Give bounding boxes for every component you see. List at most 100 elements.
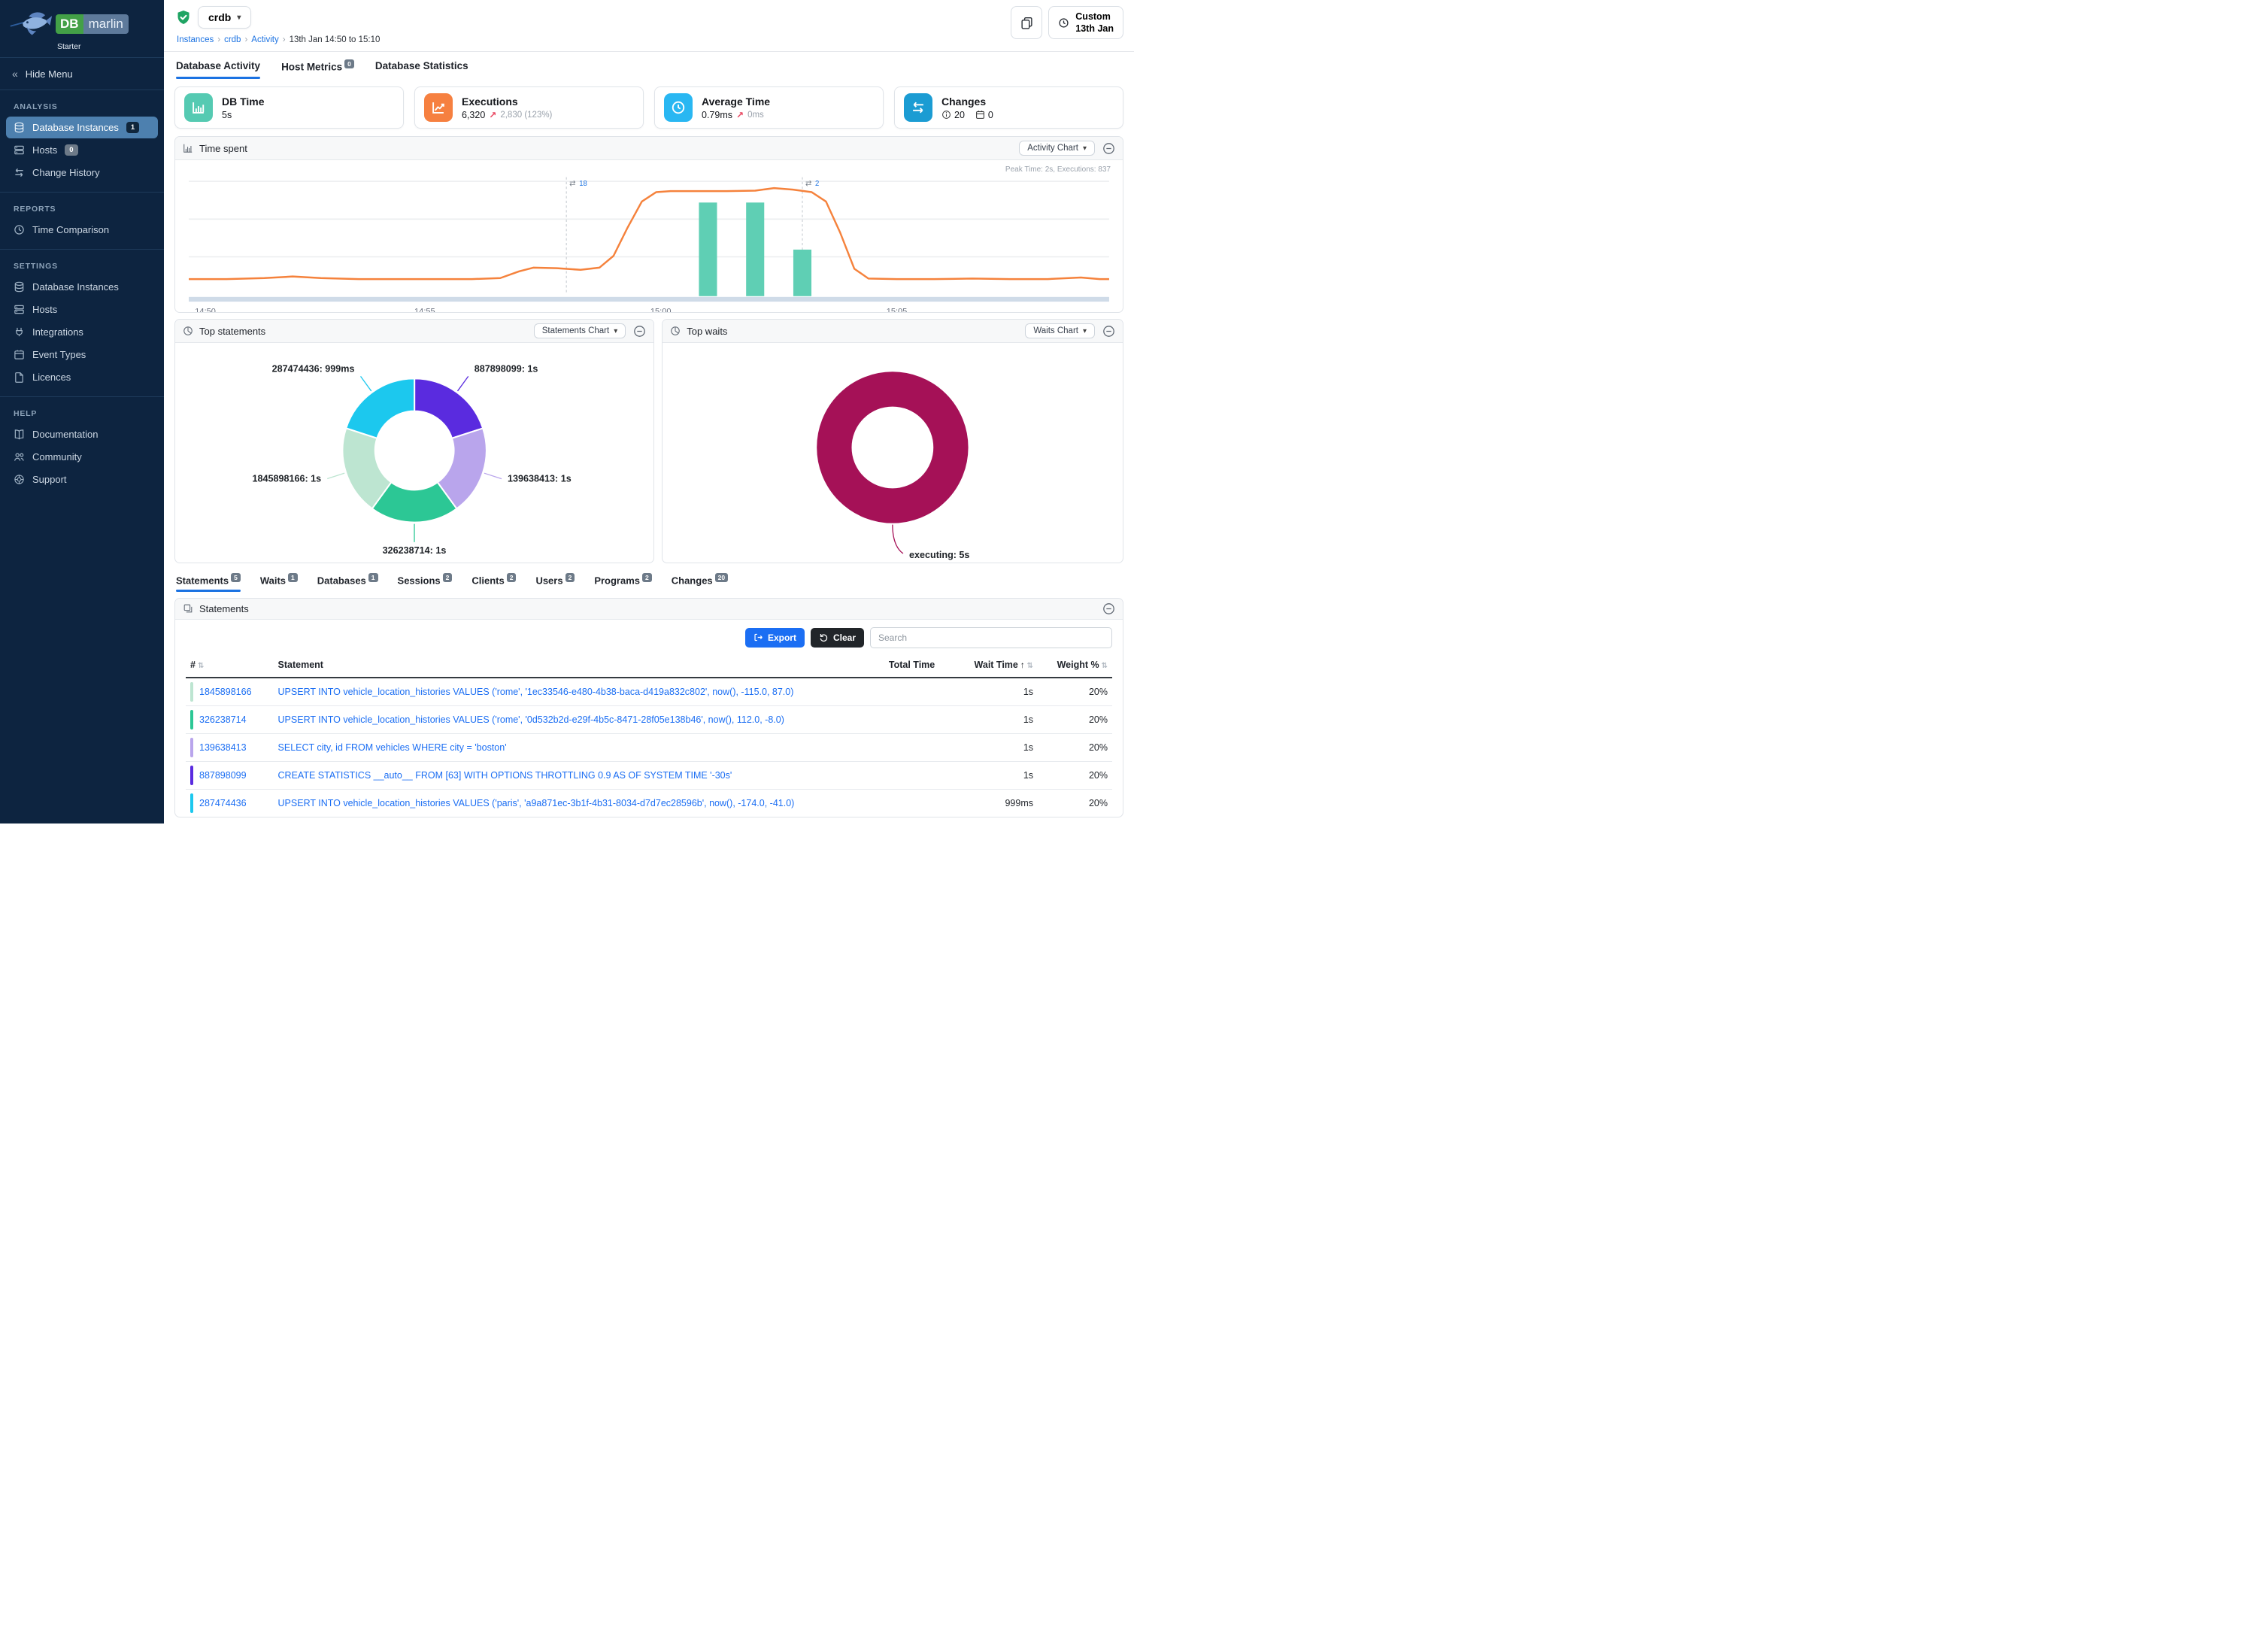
line-chart-icon <box>431 100 446 115</box>
change-marker-count: 18 <box>579 180 587 188</box>
donut-slice-label: 1845898166: 1s <box>253 474 322 484</box>
sort-icon[interactable]: ⇅ <box>1101 661 1108 670</box>
tab-host-metrics[interactable]: Host Metrics 0 <box>281 59 354 80</box>
statement-text-link[interactable]: SELECT city, id FROM vehicles WHERE city… <box>277 742 507 753</box>
tab-changes[interactable]: Changes 20 <box>672 573 729 591</box>
kpi-value: 5s <box>222 109 232 120</box>
export-button[interactable]: Export <box>744 627 805 648</box>
main-tabs: Database Activity Host Metrics 0 Database S… <box>164 52 1134 80</box>
breadcrumb-link-activity[interactable]: Activity <box>251 35 279 44</box>
time-spent-header: Time spent Activity Chart ▾ <box>175 137 1123 161</box>
donut-slice-287474436[interactable] <box>344 378 416 440</box>
sidebar-item-label: Hosts <box>32 144 58 156</box>
tab-database-activity[interactable]: Database Activity <box>176 60 261 80</box>
donut-label-leader <box>892 524 904 554</box>
statement-id-link[interactable]: 1845898166 <box>199 686 252 697</box>
sidebar-item-hosts[interactable]: Hosts <box>6 299 158 320</box>
copy-link-button[interactable] <box>1011 6 1043 39</box>
statement-id-link[interactable]: 139638413 <box>199 742 247 753</box>
sort-icon[interactable]: ⇅ <box>197 661 205 670</box>
x-axis-label: 14:50 <box>195 308 216 313</box>
tab-waits[interactable]: Waits 1 <box>260 573 298 591</box>
statements-chart-dropdown[interactable]: Statements Chart ▾ <box>533 323 626 339</box>
tab-users[interactable]: Users 2 <box>535 573 575 591</box>
tab-clients[interactable]: Clients 2 <box>471 573 517 591</box>
column-header-total-time[interactable]: Total Time <box>884 652 954 678</box>
execution-bar[interactable] <box>793 250 812 297</box>
hide-menu-button[interactable]: « Hide Menu <box>0 58 164 90</box>
column-header-weight[interactable]: Weight % ⇅ <box>1038 652 1112 678</box>
clear-button[interactable]: Clear <box>810 627 864 648</box>
x-axis-label: 15:00 <box>650 308 672 313</box>
wait-time-value: 1s <box>953 677 1038 706</box>
sidebar-item-label: Community <box>32 451 82 463</box>
collapse-panel-icon[interactable] <box>1102 325 1115 338</box>
donut-slice-887898099[interactable] <box>414 378 484 440</box>
sort-asc-icon[interactable]: ↑ <box>1020 660 1025 670</box>
activity-chart-dropdown[interactable]: Activity Chart ▾ <box>1019 141 1095 156</box>
donut-slice-label: 326238714: 1s <box>383 545 447 556</box>
statement-color-bar <box>190 737 193 757</box>
sidebar-item-community[interactable]: Community <box>6 446 158 468</box>
event-icon <box>14 349 25 360</box>
collapse-panel-icon[interactable] <box>1102 142 1115 155</box>
top-waits-title: Top waits <box>687 325 728 337</box>
sidebar-item-change-history[interactable]: Change History <box>6 162 158 184</box>
clock-history-icon <box>14 224 25 235</box>
time-range-button[interactable]: Custom 13th Jan <box>1048 6 1123 39</box>
sidebar-item-time-comparison[interactable]: Time Comparison <box>6 219 158 241</box>
statement-text-link[interactable]: CREATE STATISTICS __auto__ FROM [63] WIT… <box>277 769 732 781</box>
sidebar-item-label: Integrations <box>32 326 83 338</box>
statement-id-link[interactable]: 887898099 <box>199 769 247 781</box>
sidebar-item-label: Database Instances <box>32 122 119 133</box>
breadcrumb-link-crdb[interactable]: crdb <box>224 35 241 44</box>
charts-row: Top statements Statements Chart ▾ 8878980… <box>174 319 1123 564</box>
statement-id-link[interactable]: 326238714 <box>199 714 247 725</box>
execution-bar[interactable] <box>699 202 717 297</box>
statement-text-link[interactable]: UPSERT INTO vehicle_location_histories V… <box>277 686 794 697</box>
donut-slice-executing[interactable] <box>817 372 969 523</box>
waits-chart-dropdown[interactable]: Waits Chart ▾ <box>1025 323 1095 339</box>
search-input[interactable] <box>870 626 1112 648</box>
statement-text-link[interactable]: UPSERT INTO vehicle_location_histories V… <box>277 714 784 725</box>
sidebar-item-database-instances[interactable]: Database Instances <box>6 276 158 298</box>
tab-database-statistics[interactable]: Database Statistics <box>374 59 468 71</box>
chevron-down-icon: ▾ <box>1082 144 1087 153</box>
sidebar-item-database-instances[interactable]: Database Instances 1 <box>6 117 158 138</box>
donut-slice-label: 887898099: 1s <box>475 364 538 375</box>
execution-bar[interactable] <box>746 202 765 297</box>
sidebar-item-event-types[interactable]: Event Types <box>6 344 158 365</box>
time-spent-title: Time spent <box>199 142 247 154</box>
time-spent-panel: Time spent Activity Chart ▾ Peak Time: 2s… <box>174 136 1123 314</box>
collapse-panel-icon[interactable] <box>1102 602 1115 615</box>
statement-id-link[interactable]: 287474436 <box>199 797 247 808</box>
sort-icon[interactable]: ⇅ <box>1026 661 1034 670</box>
collapse-panel-icon[interactable] <box>633 325 646 338</box>
sidebar-item-integrations[interactable]: Integrations <box>6 321 158 343</box>
sidebar-item-documentation[interactable]: Documentation <box>6 423 158 445</box>
sidebar-section-title: HELP <box>14 409 38 418</box>
tab-programs[interactable]: Programs 2 <box>594 573 652 591</box>
logo-marlin: marlin <box>83 14 129 34</box>
column-header-wait-time[interactable]: Wait Time ↑ ⇅ <box>953 652 1038 678</box>
instance-selector[interactable]: crdb ▾ <box>198 6 252 29</box>
sidebar-item-label: Hosts <box>32 304 58 315</box>
breadcrumb-link-instances[interactable]: Instances <box>177 35 214 44</box>
chart-scrollbar[interactable] <box>189 297 1109 302</box>
sidebar: DB marlin Starter « Hide Menu ANALYSIS Dat… <box>0 0 164 824</box>
kpi-icon-wrap <box>184 93 213 123</box>
statement-text-link[interactable]: UPSERT INTO vehicle_location_histories V… <box>277 797 795 808</box>
sidebar-item-licences[interactable]: Licences <box>6 366 158 388</box>
sidebar-item-support[interactable]: Support <box>6 469 158 490</box>
kpi-count-value: 0 <box>987 109 993 120</box>
swap-icon <box>911 100 926 115</box>
tab-badge: 0 <box>344 59 354 68</box>
kpi-delta: 2,830 (123%) <box>500 110 553 120</box>
time-spent-body: Peak Time: 2s, Executions: 837 ⇄ 18 ⇄ 2 14:5… <box>175 160 1123 313</box>
tab-sessions[interactable]: Sessions 2 <box>398 573 453 591</box>
column-header-[interactable]: # ⇅ <box>186 652 274 678</box>
tab-databases[interactable]: Databases 1 <box>317 573 378 591</box>
sidebar-item-hosts[interactable]: Hosts 0 <box>6 139 158 161</box>
column-header-statement[interactable]: Statement <box>273 652 884 678</box>
tab-statements[interactable]: Statements 5 <box>176 573 241 592</box>
